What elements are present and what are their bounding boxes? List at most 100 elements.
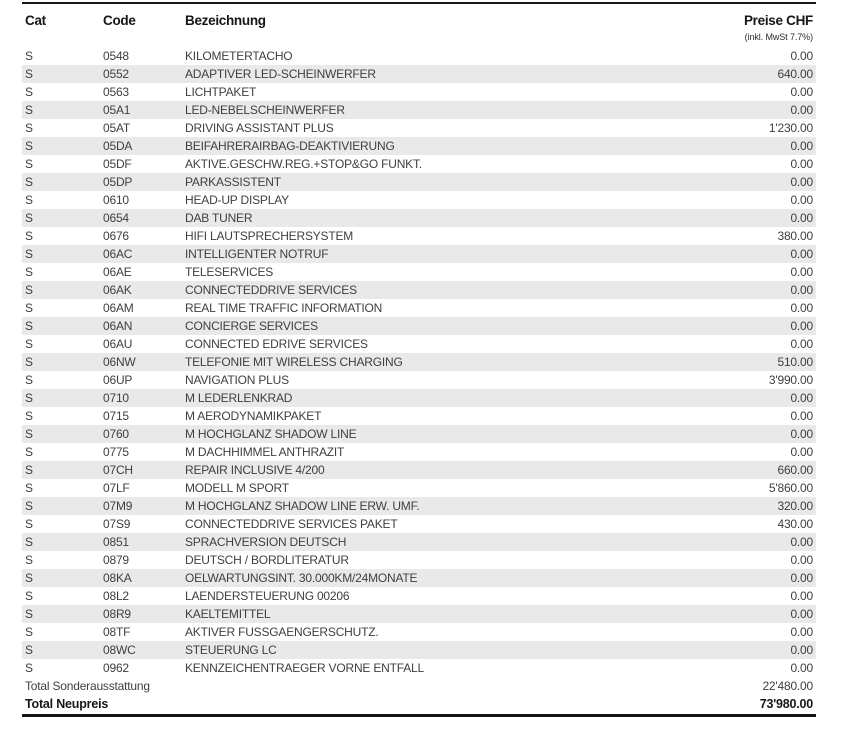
row-price: 0.00 [790,157,813,171]
row-code: 0610 [103,193,129,207]
row-bezeichnung: KENNZEICHENTRAEGER VORNE ENTFALL [185,661,424,675]
row-price: 0.00 [790,391,813,405]
row-price: 0.00 [790,571,813,585]
row-cat: S [25,283,33,297]
table-row: S 0676 HIFI LAUTSPRECHERSYSTEM 380.00 [22,227,816,245]
row-price: 0.00 [790,103,813,117]
row-code: 0851 [103,535,129,549]
column-header-preise-chf: Preise CHF [743,13,813,28]
row-code: 06AN [103,319,133,333]
row-cat: S [25,391,33,405]
row-bezeichnung: M LEDERLENKRAD [185,391,293,405]
row-cat: S [25,49,33,63]
row-cat: S [25,103,33,117]
table-header: Cat Code Bezeichnung Preise CHF [22,13,816,28]
row-cat: S [25,535,33,549]
row-price: 0.00 [790,301,813,315]
table-row: S 05AT DRIVING ASSISTANT PLUS 1'230.00 [22,119,816,137]
row-cat: S [25,571,33,585]
row-price: 0.00 [790,85,813,99]
row-code: 05DA [103,139,133,153]
row-cat: S [25,661,33,675]
table-row: S 08TF AKTIVER FUSSGAENGERSCHUTZ. 0.00 [22,623,816,641]
column-header-cat: Cat [25,13,46,28]
row-code: 0760 [103,427,129,441]
row-bezeichnung: M DACHHIMMEL ANTHRAZIT [185,445,345,459]
options-price-table: Cat Code Bezeichnung Preise CHF (inkl. M… [22,0,816,717]
table-row: S 0851 SPRACHVERSION DEUTSCH 0.00 [22,533,816,551]
row-price: 0.00 [790,193,813,207]
row-price: 1'230.00 [768,121,813,135]
row-bezeichnung: LICHTPAKET [185,85,257,99]
row-code: 0548 [103,49,129,63]
row-code: 06AU [103,337,133,351]
row-bezeichnung: LED-NEBELSCHEINWERFER [185,103,345,117]
row-cat: S [25,85,33,99]
table-row: S 0715 M AERODYNAMIKPAKET 0.00 [22,407,816,425]
row-cat: S [25,247,33,261]
row-cat: S [25,643,33,657]
table-row: S 0610 HEAD-UP DISPLAY 0.00 [22,191,816,209]
row-code: 08L2 [103,589,129,603]
table-row: S 05A1 LED-NEBELSCHEINWERFER 0.00 [22,101,816,119]
row-price: 430.00 [777,517,813,531]
row-code: 06AC [103,247,133,261]
row-code: 06NW [103,355,136,369]
row-bezeichnung: CONNECTEDDRIVE SERVICES PAKET [185,517,398,531]
row-code: 06AK [103,283,132,297]
row-cat: S [25,193,33,207]
row-cat: S [25,265,33,279]
row-bezeichnung: CONCIERGE SERVICES [185,319,318,333]
row-code: 05DP [103,175,133,189]
row-price: 0.00 [790,265,813,279]
row-price: 0.00 [790,49,813,63]
row-code: 0552 [103,67,129,81]
row-bezeichnung: CONNECTED EDRIVE SERVICES [185,337,368,351]
row-bezeichnung: STEUERUNG LC [185,643,277,657]
row-bezeichnung: MODELL M SPORT [185,481,289,495]
row-cat: S [25,139,33,153]
table-row: S 07CH REPAIR INCLUSIVE 4/200 660.00 [22,461,816,479]
row-cat: S [25,445,33,459]
row-code: 0710 [103,391,129,405]
row-bezeichnung: NAVIGATION PLUS [185,373,289,387]
table-row: S 08L2 LAENDERSTEUERUNG 00206 0.00 [22,587,816,605]
row-cat: S [25,211,33,225]
row-bezeichnung: DEUTSCH / BORDLITERATUR [185,553,349,567]
table-row: S 0879 DEUTSCH / BORDLITERATUR 0.00 [22,551,816,569]
row-code: 0563 [103,85,129,99]
row-cat: S [25,373,33,387]
row-price: 0.00 [790,409,813,423]
table-row: S 0962 KENNZEICHENTRAEGER VORNE ENTFALL 0.0… [22,659,816,677]
row-price: 0.00 [790,445,813,459]
row-cat: S [25,175,33,189]
vat-note: (inkl. MwSt 7.7%) [744,32,813,42]
row-bezeichnung: DRIVING ASSISTANT PLUS [185,121,334,135]
table-row: S 06AE TELESERVICES 0.00 [22,263,816,281]
row-cat: S [25,481,33,495]
row-price: 0.00 [790,535,813,549]
row-cat: S [25,409,33,423]
table-row: S 05DF AKTIVE.GESCHW.REG.+STOP&GO FUNKT. 0.… [22,155,816,173]
row-cat: S [25,229,33,243]
total-neupreis-label: Total Neupreis [25,697,109,711]
row-code: 06UP [103,373,133,387]
table-row: S 06UP NAVIGATION PLUS 3'990.00 [22,371,816,389]
row-code: 07CH [103,463,133,477]
row-bezeichnung: REAL TIME TRAFFIC INFORMATION [185,301,383,315]
row-code: 05AT [103,121,130,135]
total-options-value: 22'480.00 [762,679,813,693]
table-row: S 06AK CONNECTEDDRIVE SERVICES 0.00 [22,281,816,299]
row-cat: S [25,301,33,315]
row-bezeichnung: OELWARTUNGSINT. 30.000KM/24MONATE [185,571,418,585]
row-price: 5'860.00 [768,481,813,495]
row-code: 08KA [103,571,132,585]
row-bezeichnung: TELESERVICES [185,265,274,279]
table-row: S 06AC INTELLIGENTER NOTRUF 0.00 [22,245,816,263]
table-row: S 07S9 CONNECTEDDRIVE SERVICES PAKET 430.00 [22,515,816,533]
row-bezeichnung: LAENDERSTEUERUNG 00206 [185,589,350,603]
table-row: S 0654 DAB TUNER 0.00 [22,209,816,227]
table-row: S 06AM REAL TIME TRAFFIC INFORMATION 0.00 [22,299,816,317]
row-code: 08WC [103,643,136,657]
row-code: 0962 [103,661,129,675]
